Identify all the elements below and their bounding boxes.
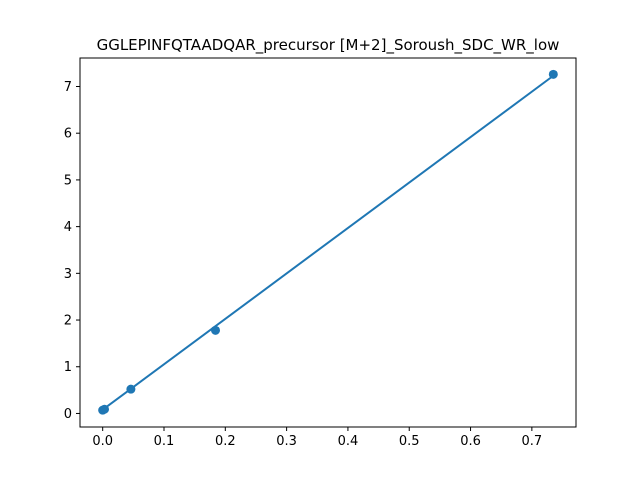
y-tick-label: 0 — [64, 407, 72, 422]
y-tick-label: 7 — [64, 80, 72, 95]
y-tick-label: 5 — [64, 173, 72, 188]
x-tick-label: 0.3 — [276, 434, 297, 449]
data-point — [126, 384, 136, 394]
data-point — [548, 69, 558, 79]
y-tick-label: 1 — [64, 360, 72, 375]
y-tick-label: 3 — [64, 267, 72, 282]
chart-title: GGLEPINFQTAADQAR_precursor [M+2]_Soroush… — [97, 36, 560, 55]
data-point — [210, 325, 220, 335]
x-tick-label: 0.6 — [460, 434, 481, 449]
plot-area: 0.0 0.1 0.2 0.3 0.4 0.5 0.6 0.7 0 1 2 3 4 5 6 7 — [64, 57, 577, 449]
x-tick-label: 0.1 — [154, 434, 175, 449]
y-tick-label: 2 — [64, 314, 72, 329]
y-tick-label: 4 — [64, 220, 72, 235]
axes-frame — [79, 57, 577, 428]
x-tick-label: 0.0 — [92, 434, 113, 449]
y-tick-label: 6 — [64, 127, 72, 142]
x-tick-label: 0.2 — [215, 434, 236, 449]
fit-line — [102, 74, 554, 411]
data-point — [100, 404, 110, 414]
x-tick-label: 0.5 — [399, 434, 420, 449]
x-tick-label: 0.7 — [522, 434, 543, 449]
x-tick-label: 0.4 — [338, 434, 359, 449]
